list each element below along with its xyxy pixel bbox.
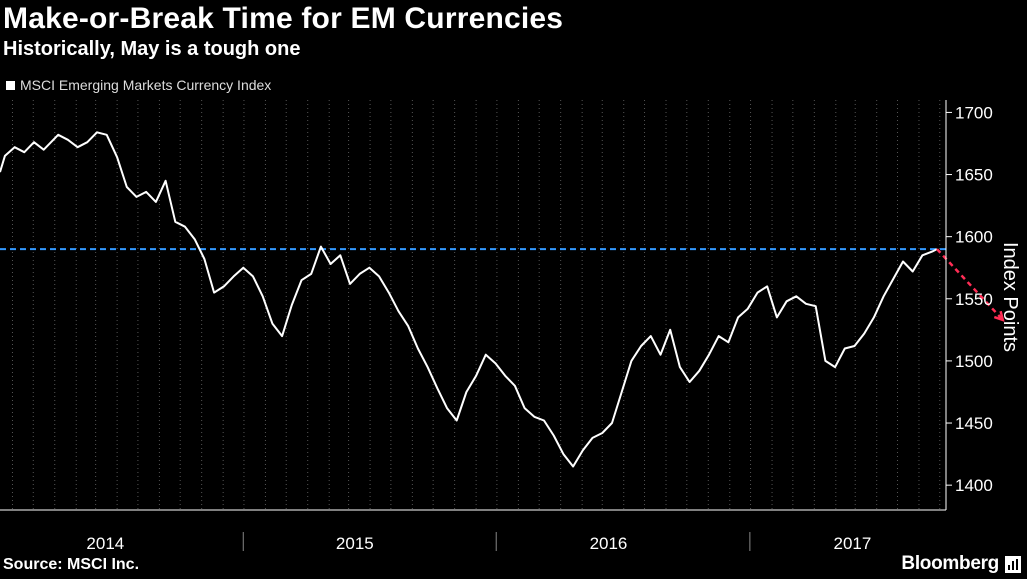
chart-subtitle: Historically, May is a tough one [3, 38, 301, 60]
y-tick-label: 1700 [955, 103, 993, 122]
legend: MSCI Emerging Markets Currency Index [6, 77, 271, 93]
y-tick-label: 1450 [955, 414, 993, 433]
y-tick-label: 1600 [955, 228, 993, 247]
projection-line [936, 248, 1004, 321]
chart-title: Make-or-Break Time for EM Currencies [3, 2, 564, 35]
y-tick-label: 1400 [955, 476, 993, 495]
series-line [0, 131, 938, 468]
axis-layer: 1400 1450 1500 1550 1600 1650 1700 Index Points… [0, 100, 1021, 553]
source-note: Source: MSCI Inc. [3, 556, 140, 573]
grid-layer [11, 100, 941, 510]
series-layer [0, 131, 1005, 468]
x-tick-label: 2016 [590, 534, 628, 553]
legend-swatch-icon [6, 80, 15, 90]
y-tick-label: 1650 [955, 166, 993, 185]
y-tick-label: 1500 [955, 352, 993, 371]
legend-label: MSCI Emerging Markets Currency Index [20, 77, 272, 93]
y-axis-label: Index Points [999, 242, 1021, 352]
bloomberg-logo-icon [1005, 556, 1021, 573]
x-tick-label: 2014 [86, 534, 124, 553]
x-tick-label: 2017 [834, 534, 872, 553]
x-tick-label: 2015 [336, 534, 374, 553]
y-tick-label: 1550 [955, 290, 993, 309]
brand-name: Bloomberg [901, 553, 999, 574]
projection-arrowhead [993, 310, 1005, 322]
